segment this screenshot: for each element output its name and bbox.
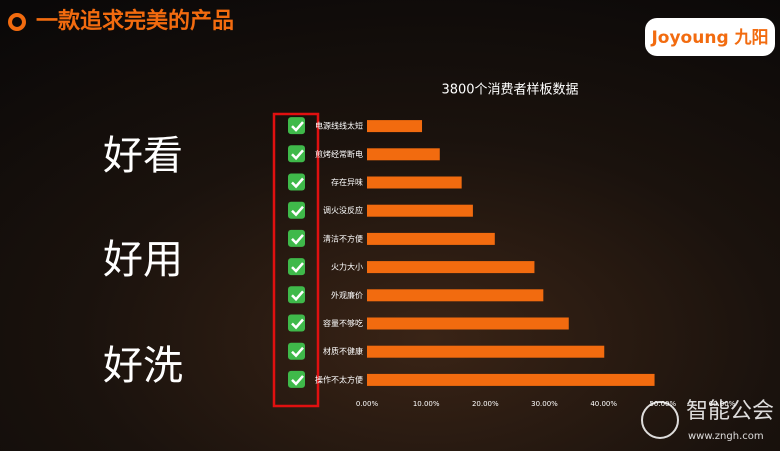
check-box (288, 145, 305, 163)
check-box (288, 370, 305, 388)
x-tick-label: 20.00% (472, 400, 499, 408)
check-mark (291, 375, 304, 386)
y-tick-label: 外观廉价 (331, 290, 363, 300)
watermark-icon (641, 401, 679, 439)
chart-title: 3800个消费者样板数据 (441, 83, 578, 98)
bar (367, 317, 569, 330)
check-box (288, 201, 305, 219)
x-tick-label: 60.00% (709, 400, 736, 408)
check-mark (291, 290, 304, 302)
check-mark (291, 149, 304, 161)
check-box (288, 229, 305, 247)
y-tick-label: 调火没反应 (323, 205, 363, 215)
check-mark (291, 346, 304, 358)
check-mark (291, 121, 304, 132)
bar (367, 204, 473, 217)
highlight-box (272, 112, 320, 408)
title-icon (8, 13, 26, 31)
check-box (288, 286, 305, 304)
check-mark (291, 318, 304, 330)
check-mark (291, 262, 304, 273)
bar (367, 232, 495, 245)
check-mark (291, 177, 304, 189)
bar (367, 373, 655, 386)
x-tick-label: 0.00% (356, 400, 379, 408)
y-tick-label: 清洁不方便 (323, 233, 363, 243)
y-tick-label: 煎烤经常断电 (315, 149, 363, 159)
bar (367, 345, 605, 358)
feature-label: 好洗 (103, 343, 183, 389)
feature-label: 好看 (103, 133, 183, 179)
y-tick-label: 电源线线太短 (315, 121, 363, 131)
check-box (288, 342, 305, 360)
x-tick-label: 10.00% (413, 400, 440, 408)
slide-title: 一款追求完美的产品 (36, 8, 234, 34)
y-tick-label: 操作不太方便 (315, 374, 363, 384)
check-box (288, 314, 305, 332)
bar (367, 289, 544, 302)
x-tick-label: 50.00% (649, 400, 676, 408)
check-box (288, 117, 305, 135)
watermark: 智能公会 www.zngh.com (641, 399, 774, 442)
x-tick-label: 30.00% (531, 400, 558, 408)
check-mark (291, 205, 304, 217)
logo: Joyoung 九阳 (650, 28, 768, 48)
bar (367, 148, 440, 161)
logo-box (645, 18, 775, 56)
feature-label: 好用 (103, 237, 183, 283)
watermark-url: www.zngh.com (688, 431, 764, 442)
y-tick-label: 存在异味 (331, 177, 363, 187)
check-box (288, 173, 305, 191)
watermark-name: 智能公会 (686, 399, 774, 424)
y-tick-label: 容量不够吃 (323, 318, 363, 328)
check-mark (291, 234, 304, 245)
x-tick-label: 40.00% (590, 400, 617, 408)
check-box (288, 258, 305, 276)
y-tick-label: 材质不健康 (323, 346, 363, 356)
checkmarks (288, 117, 305, 388)
bar (367, 261, 535, 274)
y-tick-label: 火力大小 (331, 262, 363, 272)
bar (367, 176, 462, 189)
bar (367, 120, 423, 133)
